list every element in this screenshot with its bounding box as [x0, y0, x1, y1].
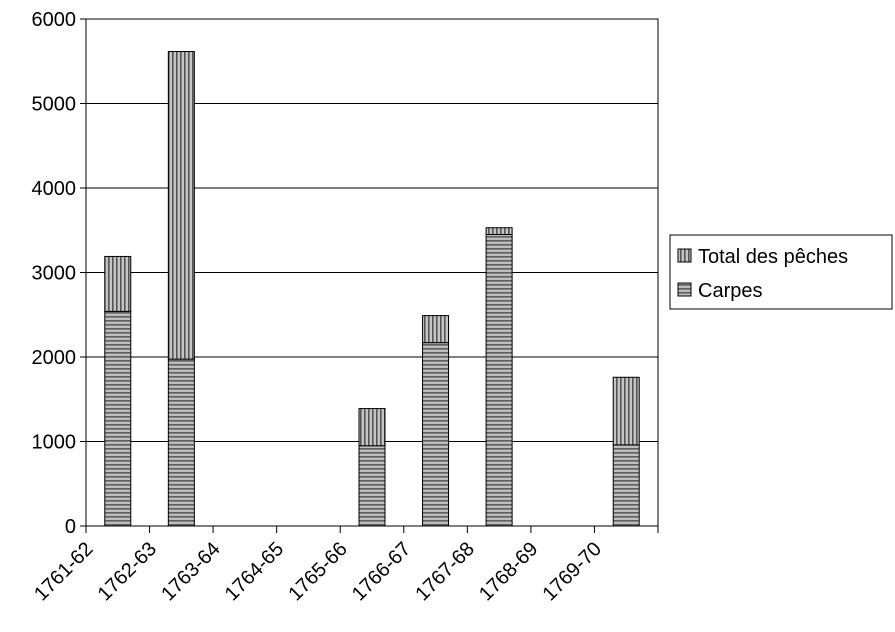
y-tick-label: 3000 — [32, 263, 77, 285]
bar-carpes-1762-63 — [167, 358, 195, 527]
bar-total-des-peches-1762-63 — [167, 51, 195, 360]
bar-total-des-peches-1769-70 — [612, 376, 640, 446]
bar-carpes-1761-62 — [104, 310, 132, 527]
x-tick-label: 1767-68 — [411, 538, 478, 605]
legend: Total des pêches Carpes — [669, 234, 893, 310]
x-tick-label: 1766-67 — [348, 538, 415, 605]
x-tick-labels: 1761-621762-631763-641764-651765-661766-… — [30, 538, 606, 605]
bar-carpes-1769-70 — [612, 444, 640, 527]
axes — [80, 18, 659, 533]
y-tick-label: 5000 — [32, 94, 77, 116]
y-tick-label: 2000 — [32, 347, 77, 369]
x-tick-label: 1763-64 — [157, 538, 224, 605]
bar-total-des-peches-1767-68 — [485, 227, 513, 235]
bar-carpes-1765-66 — [358, 445, 386, 527]
y-tick-label: 4000 — [32, 178, 77, 200]
legend-box — [669, 234, 893, 310]
x-tick-label: 1761-62 — [30, 538, 97, 605]
x-tick-label: 1762-63 — [94, 538, 161, 605]
bar-total-des-peches-1765-66 — [358, 408, 386, 447]
bar-total-des-peches-1766-67 — [422, 315, 450, 344]
bars — [104, 51, 640, 527]
x-tick-label: 1764-65 — [221, 538, 288, 605]
y-tick-labels: 0 1000 2000 3000 4000 5000 6000 — [32, 9, 77, 538]
bar-carpes-1767-68 — [485, 233, 513, 527]
x-tick-label: 1765-66 — [284, 538, 351, 605]
bar-carpes-1766-67 — [422, 342, 450, 527]
y-tick-label: 6000 — [32, 9, 77, 31]
x-tick-label: 1769-70 — [539, 538, 606, 605]
legend-swatch-total-des-peches — [677, 248, 692, 263]
bar-total-des-peches-1761-62 — [104, 255, 132, 312]
legend-swatch-carpes — [677, 282, 692, 297]
x-tick-label: 1768-69 — [475, 538, 542, 605]
legend-label-carpes: Carpes — [698, 280, 762, 302]
y-tick-label: 1000 — [32, 432, 77, 454]
legend-label-total-des-peches: Total des pêches — [698, 246, 848, 268]
y-tick-label: 0 — [65, 516, 76, 538]
